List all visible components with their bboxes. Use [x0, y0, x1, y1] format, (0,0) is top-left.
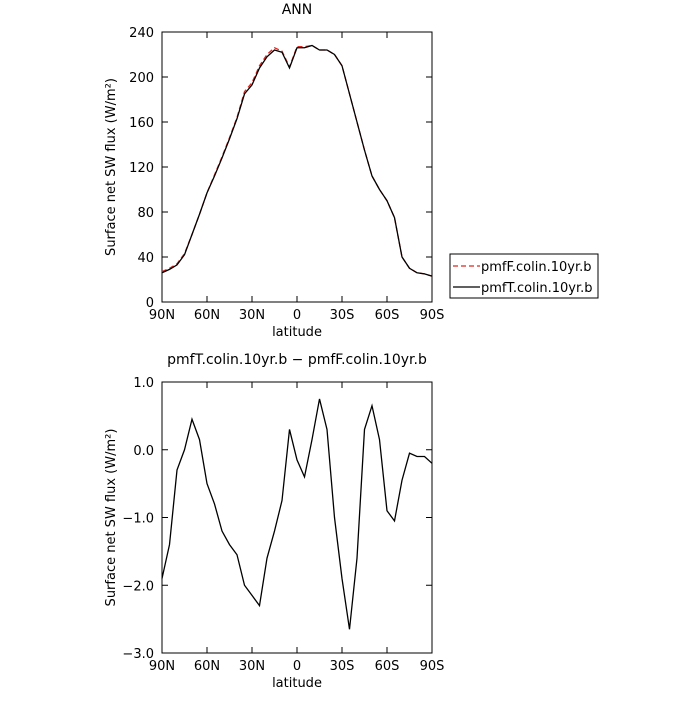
x-tick-label: 60N [194, 659, 220, 674]
x-tick-label: 30N [239, 308, 265, 323]
chart-title: ANN [282, 2, 313, 18]
y-tick-label: 0 [146, 296, 154, 311]
x-tick-label: 0 [293, 659, 301, 674]
y-tick-label: 160 [129, 116, 154, 131]
x-axis-label: latitude [272, 676, 322, 691]
y-tick-label: −3.0 [122, 647, 154, 662]
y-tick-label: 80 [137, 206, 154, 221]
x-tick-label: 90S [420, 659, 445, 674]
y-tick-label: 200 [129, 71, 154, 86]
y-tick-label: 1.0 [133, 376, 154, 391]
x-tick-label: 0 [293, 308, 301, 323]
y-tick-label: 40 [137, 251, 154, 266]
legend-label: pmfF.colin.10yr.b [481, 260, 591, 275]
y-tick-label: 240 [129, 26, 154, 41]
x-tick-label: 30S [330, 659, 355, 674]
data-line [161, 44, 433, 277]
y-tick-label: 0.0 [133, 444, 154, 459]
y-axis-label: Surface net SW flux (W/m²) [104, 78, 119, 256]
x-tick-label: 60S [375, 308, 400, 323]
data-line [161, 44, 433, 277]
legend-box [449, 253, 599, 299]
legend-label: pmfT.colin.10yr.b [481, 281, 593, 296]
x-axis-label: latitude [272, 325, 322, 340]
x-tick-label: 60N [194, 308, 220, 323]
plot-frame [161, 31, 433, 303]
data-line [161, 398, 433, 630]
chart-title: pmfT.colin.10yr.b − pmfF.colin.10yr.b [167, 352, 427, 368]
x-tick-label: 90N [149, 659, 175, 674]
y-tick-label: −1.0 [122, 512, 154, 527]
x-tick-label: 90N [149, 308, 175, 323]
y-tick-label: −2.0 [122, 579, 154, 594]
x-tick-label: 90S [420, 308, 445, 323]
x-tick-label: 30S [330, 308, 355, 323]
y-axis-label: Surface net SW flux (W/m²) [104, 429, 119, 607]
y-tick-label: 120 [129, 161, 154, 176]
x-tick-label: 60S [375, 659, 400, 674]
x-tick-label: 30N [239, 659, 265, 674]
